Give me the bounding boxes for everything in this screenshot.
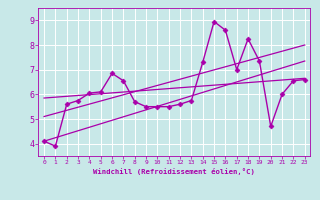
X-axis label: Windchill (Refroidissement éolien,°C): Windchill (Refroidissement éolien,°C) bbox=[93, 168, 255, 175]
